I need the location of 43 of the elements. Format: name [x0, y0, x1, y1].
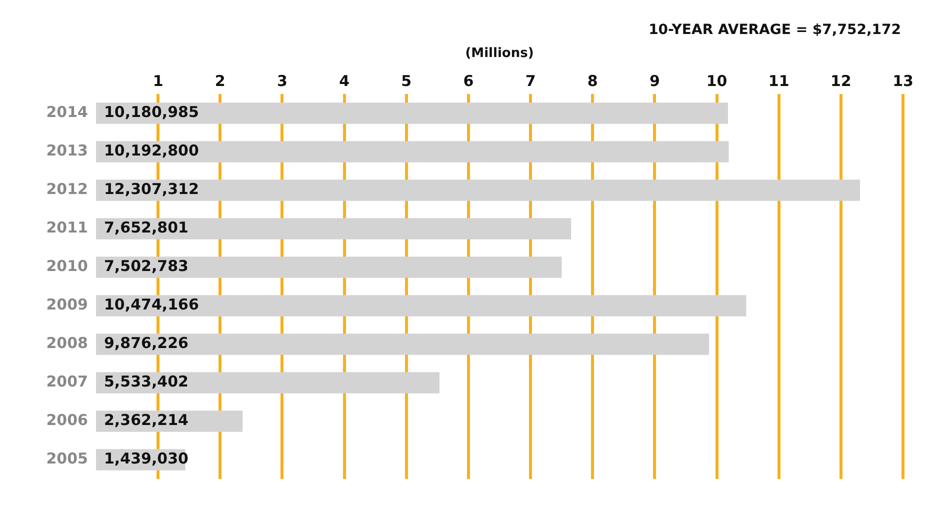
y-tick-label: 2013	[46, 142, 88, 160]
x-tick-label: 12	[830, 72, 852, 90]
y-tick-label: 2010	[46, 257, 88, 276]
annotation: 2,362,214	[104, 411, 188, 430]
annotation: 1,439,030	[104, 450, 188, 468]
bar	[96, 372, 440, 394]
x-tick-label: 1	[152, 72, 164, 90]
x-tick-label: 13	[892, 72, 914, 90]
y-tick-label: 2009	[46, 296, 88, 314]
annotation: 10,180,985	[104, 103, 199, 122]
y-tick-label: 2012	[46, 180, 88, 198]
x-tick-label: 3	[277, 72, 288, 90]
x-tick-label: 6	[463, 72, 474, 90]
y-tick-label: 2008	[46, 334, 88, 352]
annotation: 12,307,312	[104, 180, 199, 198]
x-tick-label: 7	[525, 72, 536, 90]
bar	[96, 218, 572, 240]
y-tick-label: 2007	[46, 372, 88, 391]
bar	[96, 141, 729, 162]
bar	[96, 180, 860, 201]
x-tick-label: 5	[401, 72, 412, 90]
annotation: 7,652,801	[104, 218, 188, 237]
annotation: 10,474,166	[104, 296, 199, 314]
bar	[96, 102, 728, 124]
bar	[96, 295, 746, 316]
x-tick-label: 10	[706, 72, 728, 90]
y-tick-label: 2006	[46, 411, 88, 430]
bar	[96, 256, 562, 278]
x-tick-label: 8	[587, 72, 598, 90]
x-axis-title: (Millions)	[465, 46, 534, 62]
annotation: 7,502,783	[104, 257, 188, 276]
annotation: 5,533,402	[104, 372, 188, 391]
x-tick-label: 9	[649, 72, 660, 90]
x-tick-label: 11	[768, 72, 790, 90]
x-tick-label: 4	[339, 72, 350, 90]
annotation: 9,876,226	[104, 334, 188, 352]
y-tick-label: 2005	[46, 450, 88, 468]
annotation: 10,192,800	[104, 142, 199, 160]
y-tick-label: 2011	[46, 218, 88, 237]
y-tick-label: 2014	[46, 103, 88, 122]
x-tick-label: 2	[214, 72, 226, 90]
text: 10-YEAR AVERAGE = $7,752,172	[648, 21, 902, 40]
bar	[96, 334, 710, 355]
